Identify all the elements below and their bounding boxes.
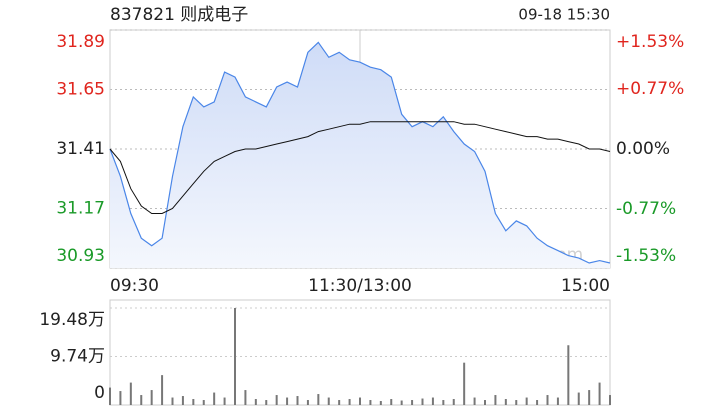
volume-bar [567,345,570,405]
volume-bar [140,395,143,405]
price-line [109,41,611,264]
volume-bar [473,397,476,405]
volume-bar [609,395,611,405]
y-tick-label: 31.41 [56,139,105,159]
y2-tick-label: +0.77% [616,79,684,99]
volume-bar [577,392,580,405]
volume-bar [254,399,257,405]
x-tick-label: 11:30/13:00 [308,276,412,296]
volume-bar [379,401,382,405]
volume-bar [390,399,393,405]
volume-bar [359,397,361,405]
volume-bar [484,400,486,405]
y-tick-label: 31.17 [56,199,105,219]
volume-bar [348,399,351,405]
volume-bar [411,400,414,405]
volume-bar [369,400,372,405]
y-tick-label: 9.74万 [50,347,105,367]
volume-bar [244,390,247,405]
y-tick-label: 0 [94,383,105,403]
volume-bar [234,308,236,405]
price-area [110,42,610,269]
volume-bar [192,399,195,405]
volume-bar [421,398,424,405]
y2-tick-label: -0.77% [616,199,676,219]
volume-bar [213,392,216,405]
volume-bar [296,396,299,405]
volume-bar [150,390,153,405]
volume-bar [431,397,434,405]
y2-tick-label: 0.00% [616,139,670,159]
volume-bar [223,397,226,405]
volume-bar [265,400,268,405]
volume-bar [181,396,184,405]
volume-bar [536,400,539,405]
y-tick-label: 30.93 [56,246,105,266]
volume-bar [317,394,320,405]
volume-bar [171,397,174,405]
average-line [109,121,611,214]
volume-bar [286,397,289,405]
volume-bar [400,400,403,405]
volume-bar [546,395,549,405]
volume-bar [202,400,205,405]
volume-bar [494,395,497,405]
y2-tick-label: +1.53% [616,32,684,52]
volume-bar [129,382,132,405]
volume-bar [452,399,455,405]
volume-bar [338,400,341,405]
volume-bar [161,375,164,405]
volume-bar [275,395,278,405]
volume-bar [119,391,122,405]
volume-bar [442,400,445,405]
volume-bar [109,387,111,405]
y2-tick-label: -1.53% [616,246,676,266]
y-tick-label: 31.89 [56,32,105,52]
volume-bar [588,390,591,405]
y-tick-label: 31.65 [56,80,105,100]
volume-frame [109,299,611,406]
volume-bar [327,397,330,405]
volume-bar [504,399,507,405]
volume-bar [598,382,601,405]
volume-bar [463,362,466,405]
volume-bar [525,397,528,405]
stock-title: 837821 则成电子 [110,5,248,25]
timestamp: 09-18 15:30 [518,6,610,24]
volume-bar [306,400,309,405]
y-tick-label: 19.48万 [39,310,105,330]
x-tick-label: 15:00 [561,276,610,296]
volume-bar [515,400,518,405]
volume-bar [556,397,559,405]
x-tick-label: 09:30 [110,276,159,296]
